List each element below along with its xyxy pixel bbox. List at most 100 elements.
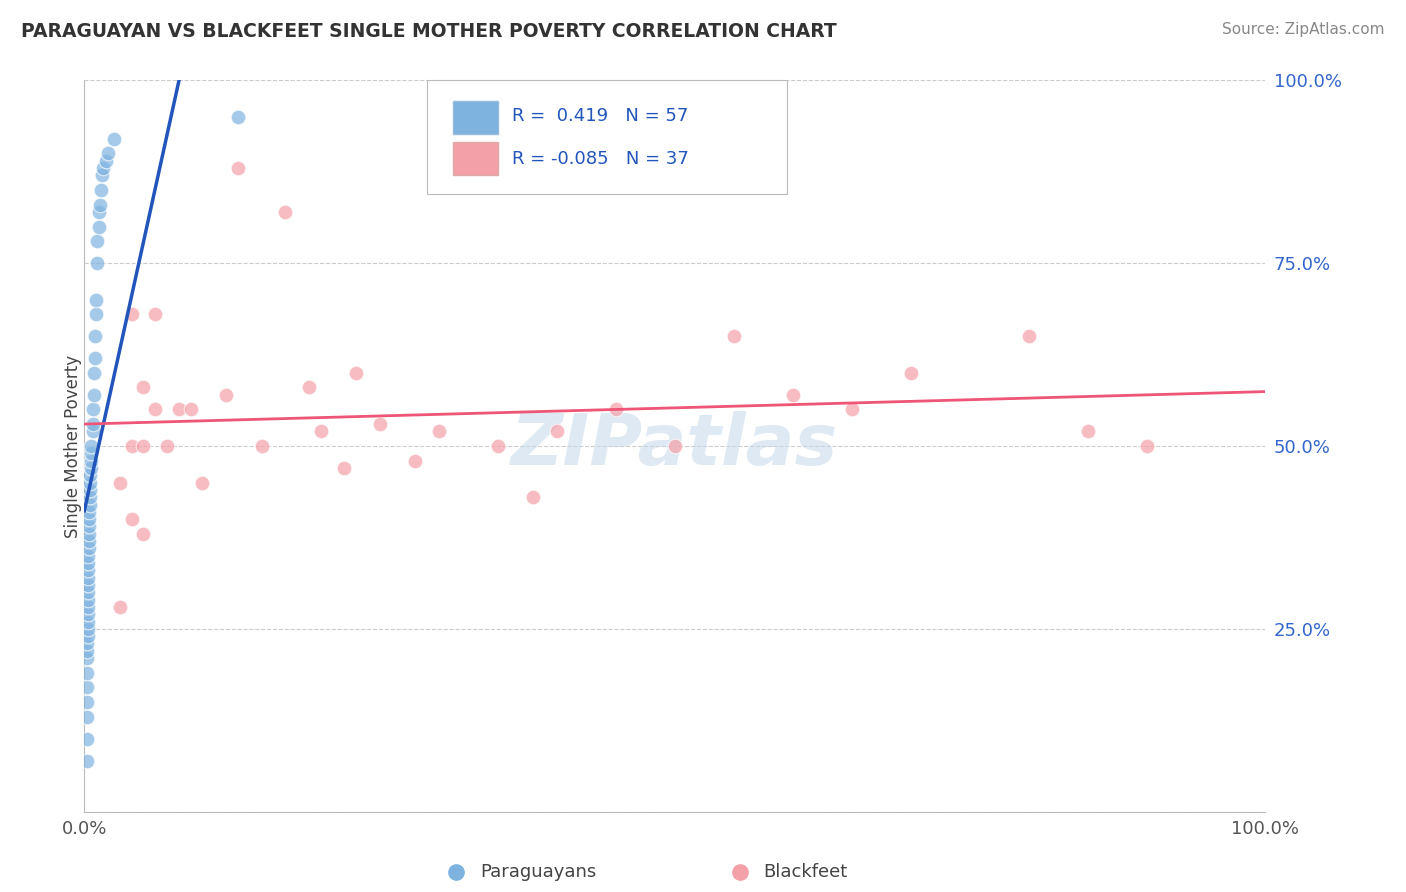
Point — [77, 519, 100, 533]
Point — [91, 169, 114, 183]
Point — [79, 498, 101, 512]
Point — [76, 651, 98, 665]
Point — [77, 592, 100, 607]
Point — [77, 505, 100, 519]
Point — [723, 329, 745, 343]
Point — [77, 599, 100, 614]
Text: R =  0.419   N = 57: R = 0.419 N = 57 — [512, 108, 689, 126]
Point — [80, 461, 103, 475]
Point — [77, 541, 100, 556]
Point — [77, 578, 100, 592]
FancyBboxPatch shape — [453, 143, 498, 176]
Point — [522, 490, 544, 504]
Point — [368, 417, 391, 431]
Point — [782, 388, 804, 402]
Point — [76, 665, 98, 680]
Text: Blackfeet: Blackfeet — [763, 863, 848, 880]
Point — [77, 563, 100, 577]
Point — [80, 439, 103, 453]
Point — [900, 366, 922, 380]
Point — [132, 380, 155, 394]
Point — [77, 607, 100, 622]
Point — [546, 425, 568, 439]
Point — [121, 512, 143, 526]
Point — [132, 526, 155, 541]
Point — [167, 402, 190, 417]
Point — [77, 534, 100, 549]
Point — [86, 256, 108, 270]
Point — [77, 622, 100, 636]
Text: PARAGUAYAN VS BLACKFEET SINGLE MOTHER POVERTY CORRELATION CHART: PARAGUAYAN VS BLACKFEET SINGLE MOTHER PO… — [21, 22, 837, 41]
Point — [87, 205, 110, 219]
Point — [77, 585, 100, 599]
Point — [274, 205, 297, 219]
Point — [226, 110, 249, 124]
Point — [79, 490, 101, 504]
Point — [143, 307, 166, 321]
Point — [664, 439, 686, 453]
Point — [333, 461, 356, 475]
Point — [84, 307, 107, 321]
Point — [89, 197, 111, 211]
Text: ZIPatlas: ZIPatlas — [512, 411, 838, 481]
Point — [76, 754, 98, 768]
Point — [77, 526, 100, 541]
Point — [90, 183, 112, 197]
Point — [76, 695, 98, 709]
Point — [83, 388, 105, 402]
Point — [344, 366, 367, 380]
Point — [250, 439, 273, 453]
Point — [83, 366, 105, 380]
Text: R = -0.085   N = 37: R = -0.085 N = 37 — [512, 150, 689, 168]
Point — [298, 380, 321, 394]
Point — [77, 615, 100, 629]
Point — [121, 439, 143, 453]
Point — [97, 146, 120, 161]
Point — [76, 709, 98, 723]
Y-axis label: Single Mother Poverty: Single Mother Poverty — [65, 354, 82, 538]
Point — [91, 161, 114, 175]
Point — [86, 234, 108, 248]
Point — [143, 402, 166, 417]
Point — [82, 417, 104, 431]
Point — [84, 329, 107, 343]
Point — [77, 512, 100, 526]
Point — [84, 293, 107, 307]
Point — [82, 402, 104, 417]
Point — [1077, 425, 1099, 439]
Point — [841, 402, 863, 417]
Point — [79, 468, 101, 483]
Point — [80, 453, 103, 467]
Point — [103, 132, 125, 146]
Text: Source: ZipAtlas.com: Source: ZipAtlas.com — [1222, 22, 1385, 37]
Point — [94, 153, 117, 168]
Point — [427, 425, 450, 439]
Point — [180, 402, 202, 417]
Point — [486, 439, 509, 453]
Point — [1136, 439, 1159, 453]
Point — [77, 549, 100, 563]
Point — [76, 681, 98, 695]
Point — [108, 475, 131, 490]
Point — [108, 599, 131, 614]
Point — [77, 556, 100, 570]
Point — [79, 475, 101, 490]
Point — [132, 439, 155, 453]
Point — [76, 731, 98, 746]
Point — [191, 475, 214, 490]
FancyBboxPatch shape — [427, 80, 787, 194]
Point — [76, 644, 98, 658]
Point — [79, 483, 101, 497]
FancyBboxPatch shape — [453, 101, 498, 134]
Point — [80, 446, 103, 460]
Point — [605, 402, 627, 417]
Point — [309, 425, 332, 439]
Point — [156, 439, 179, 453]
Point — [1018, 329, 1040, 343]
Point — [226, 161, 249, 175]
Point — [77, 571, 100, 585]
Point — [121, 307, 143, 321]
Point — [404, 453, 426, 467]
Point — [84, 351, 107, 366]
Point — [82, 425, 104, 439]
